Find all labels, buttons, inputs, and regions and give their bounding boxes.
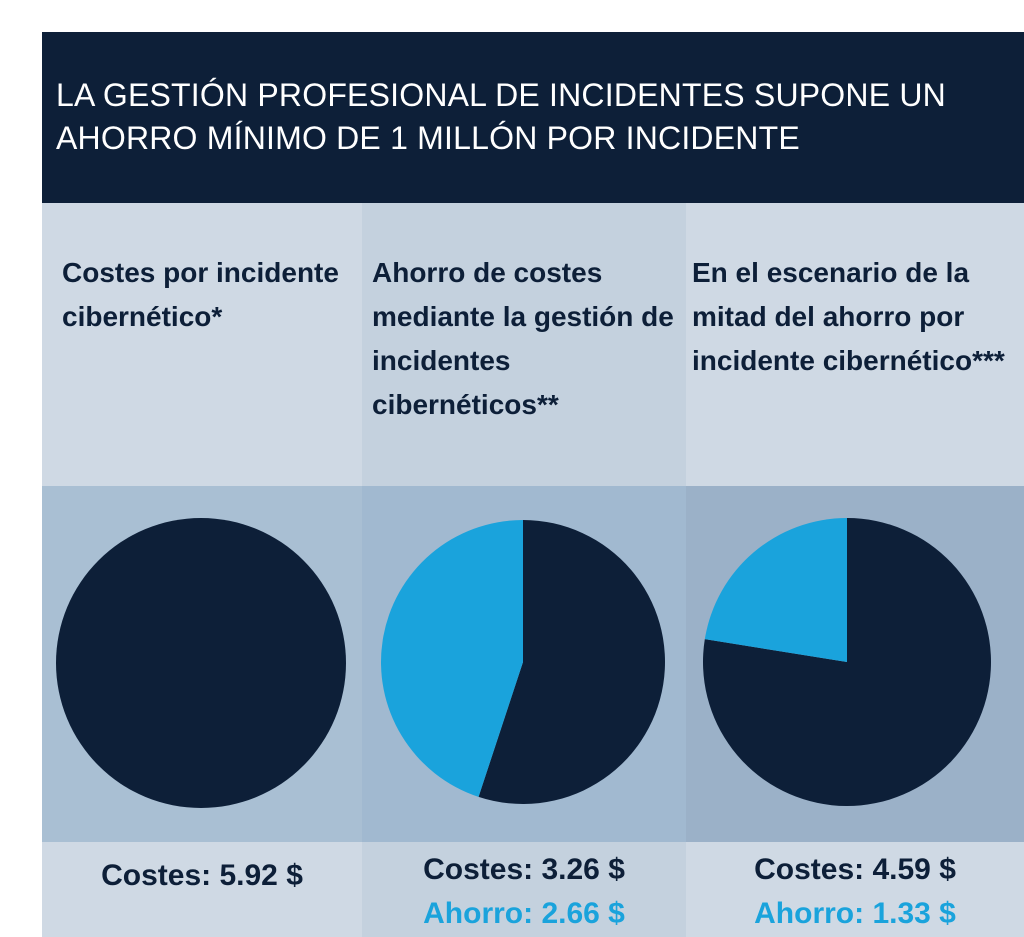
pie-chart-area	[686, 486, 1024, 842]
infographic: LA GESTIÓN PROFESIONAL DE INCIDENTES SUP…	[42, 32, 1024, 937]
page-title: LA GESTIÓN PROFESIONAL DE INCIDENTES SUP…	[56, 77, 946, 156]
costs-label: Costes: 5.92 $	[101, 859, 303, 892]
column-costs: Costes por incidente cibernético* Costes…	[42, 203, 362, 937]
savings-label: Ahorro: 2.66 $	[423, 897, 625, 930]
column-footer: Costes: 5.92 $	[42, 842, 362, 937]
pie-slice-costes	[56, 518, 346, 808]
pie-slice-ahorro	[381, 520, 523, 797]
column-footer: Costes: 4.59 $ Ahorro: 1.33 $	[686, 842, 1024, 937]
column-heading: Costes por incidente cibernético*	[62, 257, 339, 332]
column-header: En el escenario de la mitad del ahorro p…	[686, 203, 1024, 486]
column-header: Ahorro de costes mediante la gestión de …	[362, 203, 686, 486]
pie-chart-area	[42, 486, 362, 842]
costs-label: Costes: 3.26 $	[423, 853, 625, 886]
pie-slice-ahorro	[704, 518, 847, 662]
pie-slice-costes	[478, 520, 666, 804]
column-heading: Ahorro de costes mediante la gestión de …	[372, 257, 674, 420]
column-savings: Ahorro de costes mediante la gestión de …	[362, 203, 686, 937]
pie-chart-area	[362, 486, 686, 842]
pie-chart	[381, 520, 666, 804]
pie-chart	[56, 518, 346, 808]
column-half-savings: En el escenario de la mitad del ahorro p…	[686, 203, 1024, 937]
column-footer: Costes: 3.26 $ Ahorro: 2.66 $	[362, 842, 686, 937]
column-header: Costes por incidente cibernético*	[42, 203, 362, 486]
column-heading: En el escenario de la mitad del ahorro p…	[692, 257, 1005, 376]
header-banner: LA GESTIÓN PROFESIONAL DE INCIDENTES SUP…	[42, 32, 1024, 203]
costs-label: Costes: 4.59 $	[754, 853, 956, 886]
savings-label: Ahorro: 1.33 $	[754, 897, 956, 930]
pie-chart	[703, 518, 991, 806]
